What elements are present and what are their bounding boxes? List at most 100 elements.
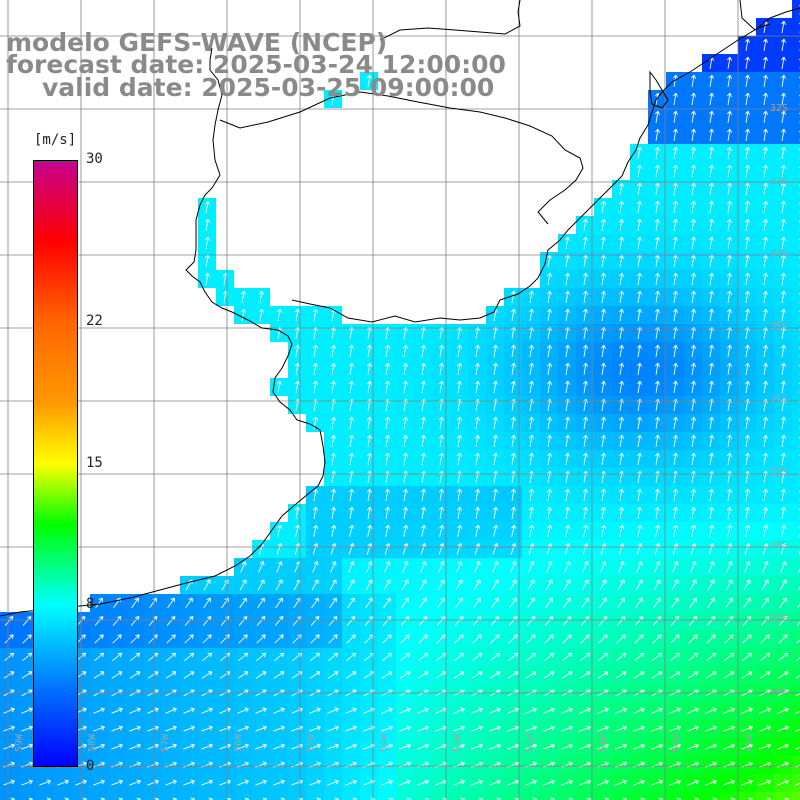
- wind-arrow: [636, 254, 643, 267]
- wind-arrow: [366, 506, 373, 519]
- wind-arrow: [294, 344, 301, 357]
- wind-speed-cell: [792, 342, 800, 360]
- wind-arrow: [618, 416, 625, 429]
- wind-speed-cell: [792, 558, 800, 576]
- latitude-label: 37S: [770, 467, 789, 478]
- wind-arrow: [654, 200, 661, 213]
- wind-arrow: [690, 200, 697, 213]
- wind-arrow: [637, 524, 643, 537]
- wind-arrow: [204, 200, 211, 213]
- wind-arrow: [726, 56, 733, 69]
- wind-arrow: [366, 344, 373, 357]
- wind-speed-cell: [306, 792, 324, 800]
- wind-arrow: [652, 652, 663, 662]
- wind-arrow: [762, 146, 769, 159]
- latitude-label: 39S: [770, 613, 789, 624]
- wind-arrow: [400, 652, 411, 662]
- wind-arrow: [741, 743, 753, 750]
- wind-arrow: [741, 779, 753, 786]
- wind-arrow: [420, 542, 427, 555]
- wind-arrow: [436, 634, 446, 644]
- wind-arrow: [457, 524, 463, 537]
- wind-arrow: [672, 236, 679, 249]
- wind-arrow: [277, 524, 283, 537]
- wind-arrow: [795, 728, 800, 732]
- wind-arrow: [688, 652, 699, 662]
- wind-arrow: [601, 524, 607, 537]
- wind-arrow: [705, 725, 717, 732]
- wind-arrow: [579, 707, 591, 714]
- wind-speed-cell: [792, 414, 800, 432]
- wind-speed-cell: [792, 378, 800, 396]
- wind-arrow: [561, 761, 573, 768]
- wind-arrow: [546, 290, 553, 303]
- wind-speed-cell: [792, 72, 800, 90]
- wind-arrow: [618, 344, 625, 357]
- wind-arrow: [492, 452, 499, 465]
- wind-arrow: [492, 344, 499, 357]
- wind-arrow: [237, 743, 249, 750]
- wind-arrow: [489, 779, 501, 786]
- wind-arrow: [726, 380, 733, 393]
- wind-arrow: [742, 634, 752, 644]
- wind-arrow: [201, 743, 213, 750]
- wind-arrow: [330, 380, 337, 393]
- wind-arrow: [654, 344, 661, 357]
- wind-arrow: [726, 452, 733, 465]
- wind-arrow: [4, 634, 14, 644]
- wind-arrow: [474, 542, 481, 555]
- wind-arrow: [295, 524, 301, 537]
- wind-arrow: [705, 707, 717, 714]
- wind-speed-cell: [792, 252, 800, 270]
- wind-arrow: [636, 344, 643, 357]
- wind-arrow: [167, 597, 175, 609]
- latitude-label: 40S: [770, 686, 789, 697]
- wind-arrow: [615, 779, 627, 786]
- wind-arrow: [597, 725, 609, 732]
- wind-arrow: [528, 434, 535, 447]
- wind-arrow: [708, 182, 715, 195]
- wind-arrow: [780, 146, 787, 159]
- wind-arrow: [564, 308, 571, 321]
- wind-arrow: [258, 308, 265, 321]
- wind-arrow: [94, 652, 105, 662]
- wind-arrow: [672, 182, 679, 195]
- wind-speed-cell: [792, 306, 800, 324]
- wind-arrow: [510, 506, 517, 519]
- wind-arrow: [491, 579, 499, 591]
- wind-arrow: [420, 561, 427, 573]
- wind-arrow: [654, 542, 661, 555]
- wind-arrow: [708, 200, 715, 213]
- wind-arrow: [507, 725, 519, 732]
- wind-arrow: [672, 416, 679, 429]
- wind-arrow: [525, 743, 537, 750]
- wind-speed-cell: [108, 792, 126, 800]
- wind-arrow: [564, 561, 571, 573]
- wind-arrow: [654, 434, 661, 447]
- wind-arrow: [744, 38, 751, 51]
- wind-arrow: [366, 74, 373, 87]
- coastline-path: [379, 0, 521, 41]
- longitude-label: 58W: [87, 733, 98, 752]
- wind-arrow: [493, 524, 499, 537]
- wind-arrow: [583, 524, 589, 537]
- wind-arrow: [616, 652, 627, 662]
- wind-arrow: [705, 671, 717, 679]
- wind-arrow: [129, 725, 141, 732]
- wind-arrow: [562, 652, 573, 662]
- wind-arrow: [294, 362, 301, 375]
- wind-arrow: [742, 652, 753, 662]
- wind-arrow: [600, 254, 607, 267]
- wind-speed-cell: [648, 792, 666, 800]
- wind-arrow: [528, 561, 535, 573]
- wind-arrow: [672, 128, 679, 141]
- wind-arrow: [708, 92, 715, 105]
- wind-speed-cell: [792, 702, 800, 720]
- wind-speed-cell: [18, 792, 36, 800]
- wind-arrow: [546, 380, 553, 393]
- wind-arrow: [726, 542, 733, 555]
- wind-arrow: [727, 524, 733, 537]
- wind-arrow: [582, 506, 589, 519]
- wind-arrow: [618, 362, 625, 375]
